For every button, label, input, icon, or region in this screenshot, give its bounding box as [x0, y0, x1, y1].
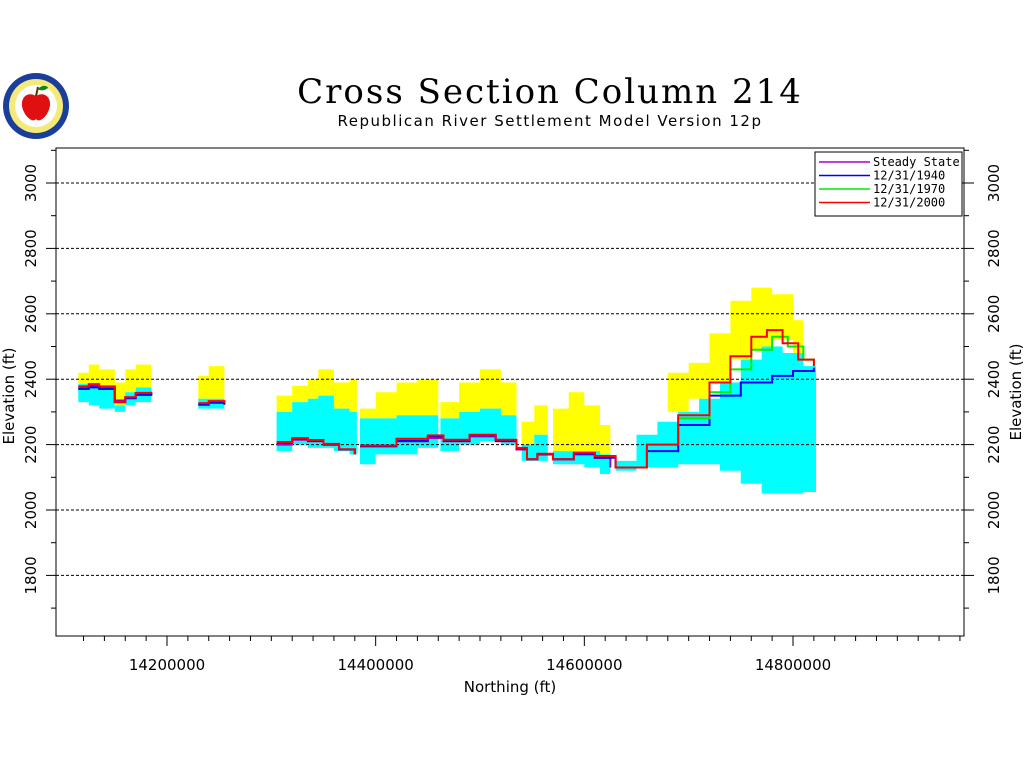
chart-title: Cross Section Column 214: [297, 72, 803, 112]
legend-label-2: 12/31/1970: [873, 182, 945, 196]
axis-ticks: [46, 149, 974, 646]
y-tick-label-left: 2800: [22, 229, 40, 267]
y-tick-label-right: 3000: [985, 164, 1003, 202]
chart-subtitle: Republican River Settlement Model Versio…: [337, 112, 763, 130]
y-tick-label-left: 2200: [22, 426, 40, 464]
band-0-segment-2: [198, 366, 225, 399]
x-tick-label: 14200000: [129, 656, 205, 674]
y-tick-label-left: 1800: [22, 556, 40, 594]
y-tick-label-right: 2000: [985, 491, 1003, 529]
legend-label-3: 12/31/2000: [873, 196, 945, 210]
y-tick-label-right: 2200: [985, 426, 1003, 464]
band-0-segment-1: [114, 364, 152, 406]
x-axis-label: Northing (ft): [464, 678, 557, 696]
series-line-3-segment-0: [78, 383, 153, 404]
band-0-segment-5: [440, 369, 517, 432]
y-axis-label-right: Elevation (ft): [1007, 343, 1024, 440]
x-tick-label: 14600000: [546, 656, 622, 674]
series-lines: [78, 329, 815, 469]
legend-label-0: Steady State: [873, 155, 960, 169]
y-tick-label-left: 2000: [22, 491, 40, 529]
y-tick-label-left: 3000: [22, 164, 40, 202]
plot-frame: [55, 147, 965, 637]
band-0-segment-0: [78, 364, 115, 396]
y-tick-label-right: 2600: [985, 295, 1003, 333]
legend-box: [814, 151, 963, 217]
band-0-segment-7: [553, 392, 611, 461]
x-tick-label: 14800000: [755, 656, 831, 674]
band-0-segment-3: [276, 369, 357, 412]
series-line-3-segment-2: [276, 437, 356, 455]
y-tick-label-right: 2800: [985, 229, 1003, 267]
tick-labels: 14200000 14400000 14600000 14800000 1800 1800…: [22, 164, 1003, 674]
series-line-3-segment-3: [360, 329, 815, 469]
logo-seal: [3, 73, 69, 139]
band-0-segment-8: [667, 287, 804, 412]
y-axis-label-left: Elevation (ft): [0, 347, 18, 444]
x-tick-label: 14400000: [337, 656, 413, 674]
band-1-segment-3: [276, 395, 357, 458]
y-tick-label-right: 1800: [985, 556, 1003, 594]
band-0-segment-4: [360, 379, 439, 422]
band-1-segment-0: [78, 384, 115, 416]
y-tick-label-left: 2600: [22, 295, 40, 333]
legend-label-1: 12/31/1940: [873, 169, 945, 183]
y-tick-label-left: 2400: [22, 360, 40, 398]
area-bands: [78, 287, 816, 494]
y-tick-label-right: 2400: [985, 360, 1003, 398]
legend: Steady State12/31/194012/31/197012/31/20…: [814, 151, 963, 217]
gridlines: [56, 182, 964, 576]
series-line-3-segment-1: [198, 400, 226, 405]
